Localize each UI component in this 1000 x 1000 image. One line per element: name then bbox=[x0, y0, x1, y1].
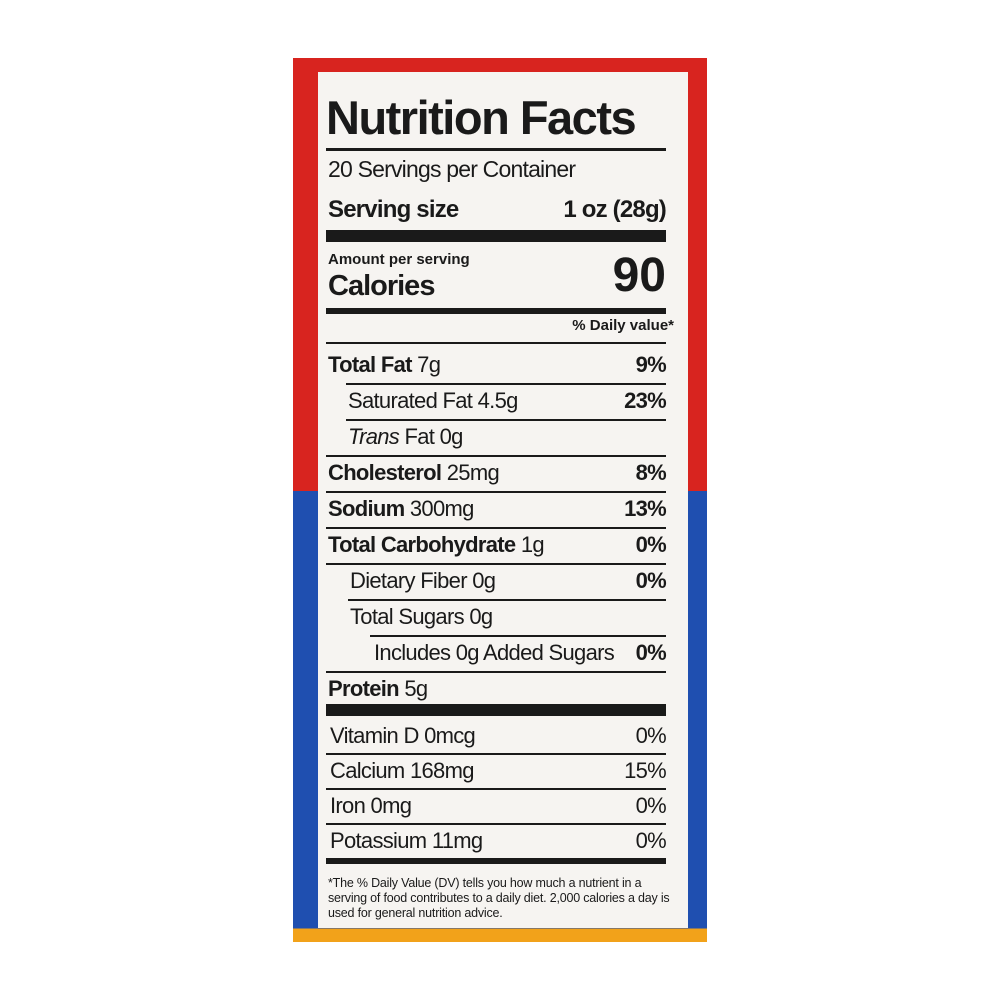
daily-value-header: % Daily value* bbox=[572, 317, 674, 334]
rule bbox=[326, 230, 666, 242]
rule bbox=[326, 671, 666, 673]
title: Nutrition Facts bbox=[326, 91, 637, 144]
nutrient-label: Total Sugars bbox=[350, 604, 465, 629]
amount-per-serving: Amount per serving bbox=[328, 251, 470, 268]
rule bbox=[346, 419, 666, 421]
nutrient-row: Total Carbohydrate 1g bbox=[328, 532, 545, 557]
nutrient-dv: 0% bbox=[635, 568, 667, 593]
rule bbox=[348, 599, 666, 601]
nutrient-label: Total Fat bbox=[328, 352, 412, 377]
rule bbox=[346, 383, 666, 385]
vitamin-dv: 0% bbox=[635, 723, 667, 748]
nutrient-amount: 0g bbox=[472, 568, 496, 593]
nutrition-label: Nutrition Facts 20 Servings per Containe… bbox=[318, 72, 688, 928]
nutrient-label: Protein bbox=[328, 676, 400, 701]
vitamin-amount: 11mg bbox=[431, 828, 483, 853]
rule bbox=[326, 148, 666, 151]
rule bbox=[326, 823, 666, 825]
nutrient-amount: 4.5g bbox=[477, 388, 519, 413]
nutrient-dv: 9% bbox=[635, 352, 667, 377]
nutrient-dv: 13% bbox=[624, 496, 667, 521]
vitamin-label: Vitamin D bbox=[330, 723, 419, 748]
nutrient-row: Includes 0g Added Sugars bbox=[374, 640, 615, 665]
rule bbox=[326, 308, 666, 314]
rule bbox=[326, 753, 666, 755]
nutrient-label: Saturated Fat bbox=[348, 388, 473, 413]
vitamin-amount: 168mg bbox=[409, 758, 474, 783]
vitamin-amount: 0mcg bbox=[424, 723, 476, 748]
rule bbox=[326, 342, 666, 344]
vitamin-dv: 15% bbox=[624, 758, 667, 783]
nutrient-dv: 8% bbox=[635, 460, 667, 485]
nutrient-label: Fat bbox=[404, 424, 435, 449]
nutrient-label: Total Carbohydrate bbox=[328, 532, 516, 557]
nutrient-label: Includes 0g Added Sugars bbox=[374, 640, 615, 665]
nutrient-dv: 0% bbox=[635, 640, 667, 665]
nutrient-amount: 1g bbox=[520, 532, 545, 557]
vitamin-row: Iron 0mg bbox=[330, 793, 412, 818]
nutrient-dv: 23% bbox=[624, 388, 667, 413]
nutrient-row: Total Fat 7g bbox=[328, 352, 441, 377]
calories-label: Calories bbox=[328, 270, 435, 302]
nutrient-amount: 0g bbox=[439, 424, 464, 449]
rule bbox=[326, 563, 666, 565]
nutrient-row: Cholesterol 25mg bbox=[328, 460, 500, 485]
nutrient-label-italic: Trans bbox=[348, 424, 400, 449]
nutrient-row: Total Sugars 0g bbox=[350, 604, 493, 629]
nutrient-row: Saturated Fat 4.5g bbox=[348, 390, 518, 412]
servings: 20 Servings per Container bbox=[328, 156, 576, 182]
serving-size-label: Serving size bbox=[328, 196, 459, 223]
nutrient-amount: 5g bbox=[404, 676, 428, 701]
vitamin-row: Vitamin D 0mcg bbox=[330, 723, 476, 748]
rule bbox=[326, 491, 666, 493]
vitamin-label: Potassium bbox=[330, 828, 427, 853]
nutrient-amount: 25mg bbox=[446, 460, 500, 485]
footnote: *The % Daily Value (DV) tells you how mu… bbox=[328, 876, 670, 920]
nutrient-label: Sodium bbox=[328, 496, 405, 521]
nutrient-label: Dietary Fiber bbox=[350, 568, 468, 593]
serving-size-value: 1 oz (28g) bbox=[563, 196, 666, 223]
vitamin-amount: 0mg bbox=[370, 793, 412, 818]
nutrient-row: Protein 5g bbox=[328, 676, 428, 701]
vitamin-label: Iron bbox=[330, 793, 366, 818]
rule bbox=[326, 455, 666, 457]
rule bbox=[326, 527, 666, 529]
rule bbox=[326, 858, 666, 864]
rule bbox=[326, 704, 666, 716]
rule bbox=[326, 788, 666, 790]
nutrient-row: Trans Fat 0g bbox=[348, 426, 463, 448]
nutrient-amount: 300mg bbox=[409, 496, 474, 521]
vitamin-row: Calcium 168mg bbox=[330, 760, 474, 782]
nutrient-row: Dietary Fiber 0g bbox=[350, 568, 496, 593]
vitamin-row: Potassium 11mg bbox=[330, 828, 483, 853]
vitamin-dv: 0% bbox=[635, 793, 667, 818]
calories-value: 90 bbox=[612, 249, 666, 302]
nutrient-row: Sodium 300mg bbox=[328, 498, 474, 520]
nutrient-amount: 0g bbox=[469, 604, 493, 629]
vitamin-dv: 0% bbox=[635, 828, 667, 853]
nutrient-label: Cholesterol bbox=[328, 460, 442, 485]
nutrient-dv: 0% bbox=[635, 532, 667, 557]
rule bbox=[370, 635, 666, 637]
nutrient-amount: 7g bbox=[417, 352, 441, 377]
vitamin-label: Calcium bbox=[330, 758, 405, 783]
